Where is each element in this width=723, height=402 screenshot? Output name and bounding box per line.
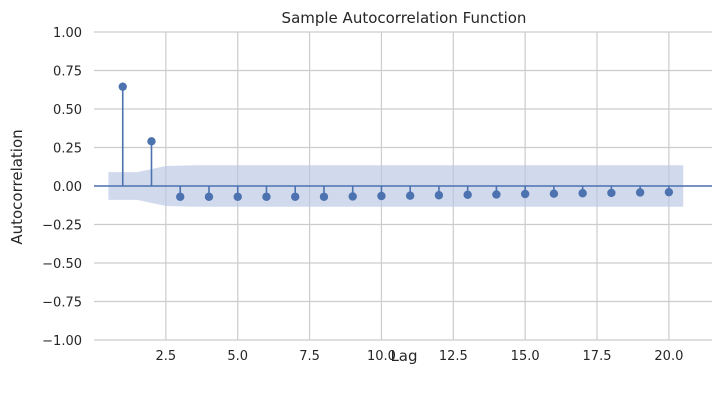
acf-point-lag-18 bbox=[607, 188, 616, 198]
x-tick-label: 10.0 bbox=[367, 349, 396, 364]
y-tick-label: −1.00 bbox=[42, 334, 82, 349]
acf-point-lag-12 bbox=[434, 191, 444, 200]
y-tick-label: 1.00 bbox=[53, 26, 82, 41]
acf-point-lag-16 bbox=[549, 189, 559, 198]
x-tick-label: 17.5 bbox=[583, 349, 612, 364]
acf-point-lag-8 bbox=[319, 192, 329, 201]
acf-point-lag-14 bbox=[492, 190, 501, 199]
chart-title: Sample Autocorrelation Function bbox=[282, 9, 527, 27]
acf-point-lag-4 bbox=[204, 192, 214, 201]
y-tick-label: 0.25 bbox=[53, 142, 82, 157]
x-tick-label: 12.5 bbox=[439, 349, 468, 364]
markers-layer bbox=[118, 82, 674, 201]
acf-point-lag-3 bbox=[176, 192, 185, 201]
acf-point-lag-5 bbox=[233, 192, 242, 201]
x-tick-label: 2.5 bbox=[156, 349, 177, 364]
x-tick-label: 15.0 bbox=[511, 349, 540, 364]
acf-point-lag-15 bbox=[520, 189, 530, 199]
y-tick-label: 0.75 bbox=[53, 65, 82, 80]
acf-point-lag-1 bbox=[118, 82, 127, 91]
tick-labels: 2.5 5.0 7.5 10.0 12.5 15.0 17.5 20.0 −1.00 −0.75 −… bbox=[42, 26, 683, 364]
acf-point-lag-10 bbox=[377, 191, 386, 201]
acf-point-lag-17 bbox=[578, 189, 587, 198]
acf-point-lag-13 bbox=[463, 190, 472, 199]
y-tick-label: −0.50 bbox=[42, 257, 82, 272]
y-tick-label: 0.00 bbox=[53, 180, 82, 195]
acf-point-lag-6 bbox=[262, 192, 271, 201]
acf-point-lag-7 bbox=[291, 192, 300, 201]
acf-point-lag-19 bbox=[635, 188, 645, 197]
acf-point-lag-2 bbox=[147, 137, 156, 146]
y-tick-label: −0.75 bbox=[42, 296, 82, 311]
x-tick-label: 5.0 bbox=[227, 349, 248, 364]
y-tick-label: 0.50 bbox=[53, 103, 82, 118]
x-axis-label: Lag bbox=[390, 347, 417, 365]
y-axis-label: Autocorrelation bbox=[8, 129, 26, 244]
acf-point-lag-9 bbox=[348, 192, 357, 201]
x-tick-label: 7.5 bbox=[299, 349, 320, 364]
y-tick-label: −0.25 bbox=[42, 219, 82, 234]
acf-point-lag-11 bbox=[405, 191, 415, 200]
acf-point-lag-20 bbox=[664, 187, 674, 197]
x-tick-label: 20.0 bbox=[654, 349, 683, 364]
